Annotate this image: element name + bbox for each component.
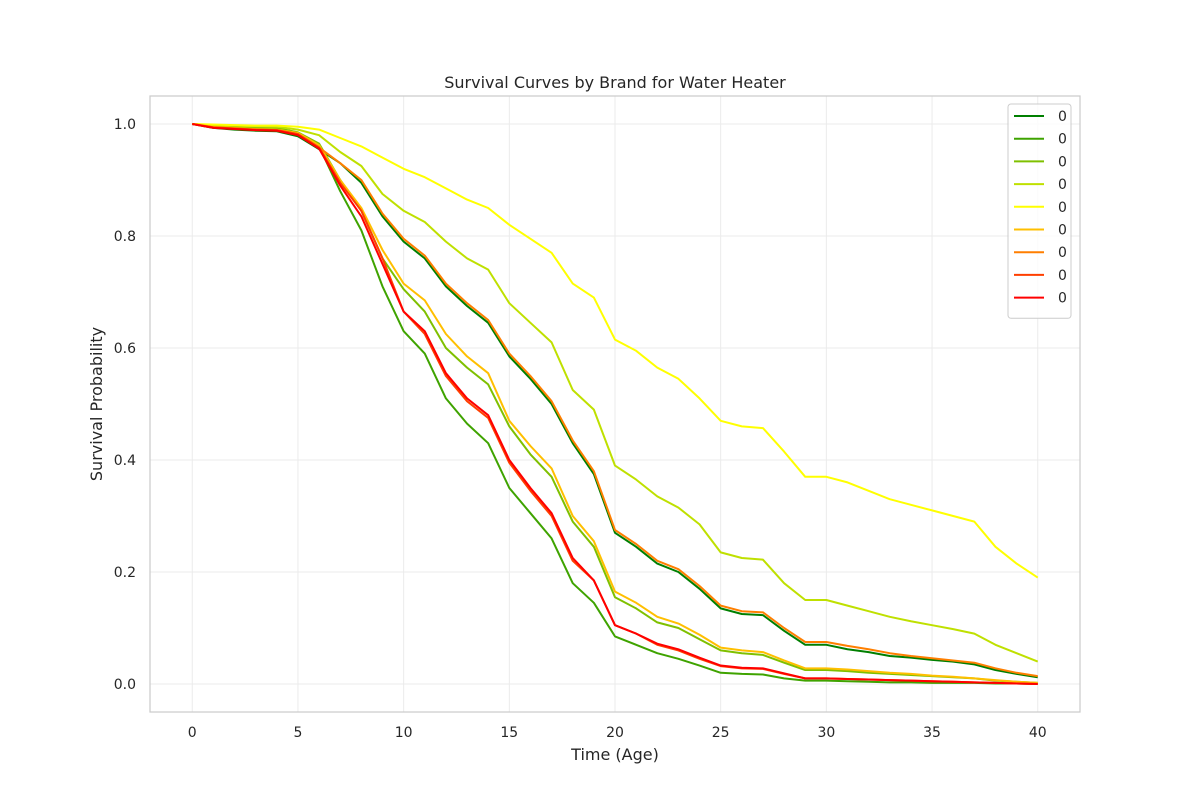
legend-label-3: 0 bbox=[1058, 154, 1067, 170]
x-tick-label: 10 bbox=[395, 725, 413, 741]
legend-label-1: 0 bbox=[1058, 109, 1067, 125]
x-tick-labels: 0 5 10 15 20 25 30 35 40 bbox=[188, 725, 1047, 741]
y-tick-label: 1.0 bbox=[114, 117, 136, 133]
series-line-5 bbox=[192, 123, 1039, 579]
x-tick-label: 35 bbox=[923, 725, 941, 741]
legend-label-2: 0 bbox=[1058, 132, 1067, 148]
legend: 0 0 0 0 0 0 0 0 0 bbox=[1007, 103, 1072, 319]
x-tick-label: 40 bbox=[1029, 725, 1047, 741]
y-tick-label: 0.8 bbox=[114, 229, 136, 245]
legend-label-6: 0 bbox=[1058, 223, 1067, 239]
series-line-7 bbox=[192, 123, 1038, 678]
x-tick-label: 20 bbox=[606, 725, 624, 741]
y-tick-label: 0.0 bbox=[114, 677, 136, 693]
grid bbox=[150, 96, 1080, 712]
series-line-2 bbox=[192, 123, 1038, 685]
legend-label-4: 0 bbox=[1058, 177, 1067, 193]
series-line-9 bbox=[192, 123, 1038, 685]
y-tick-label: 0.2 bbox=[114, 565, 136, 581]
series-line-4 bbox=[192, 123, 1039, 663]
legend-label-8: 0 bbox=[1058, 268, 1067, 284]
legend-label-7: 0 bbox=[1058, 245, 1067, 261]
x-axis-label: Time (Age) bbox=[570, 745, 659, 764]
series-lines bbox=[192, 123, 1039, 685]
series-line-6 bbox=[192, 123, 1038, 684]
x-tick-label: 30 bbox=[817, 725, 835, 741]
chart-title: Survival Curves by Brand for Water Heate… bbox=[444, 73, 786, 92]
y-axis-label: Survival Probability bbox=[87, 327, 106, 481]
x-tick-label: 15 bbox=[500, 725, 518, 741]
y-tick-label: 0.4 bbox=[114, 453, 136, 469]
y-tick-labels: 0.0 0.2 0.4 0.6 0.8 1.0 bbox=[114, 117, 136, 693]
legend-label-5: 0 bbox=[1058, 200, 1067, 216]
x-tick-label: 25 bbox=[712, 725, 730, 741]
x-tick-label: 5 bbox=[293, 725, 302, 741]
x-tick-label: 0 bbox=[188, 725, 197, 741]
legend-box bbox=[1007, 103, 1072, 319]
plot-frame bbox=[149, 95, 1081, 713]
legend-label-9: 0 bbox=[1058, 291, 1067, 307]
y-tick-label: 0.6 bbox=[114, 341, 136, 357]
